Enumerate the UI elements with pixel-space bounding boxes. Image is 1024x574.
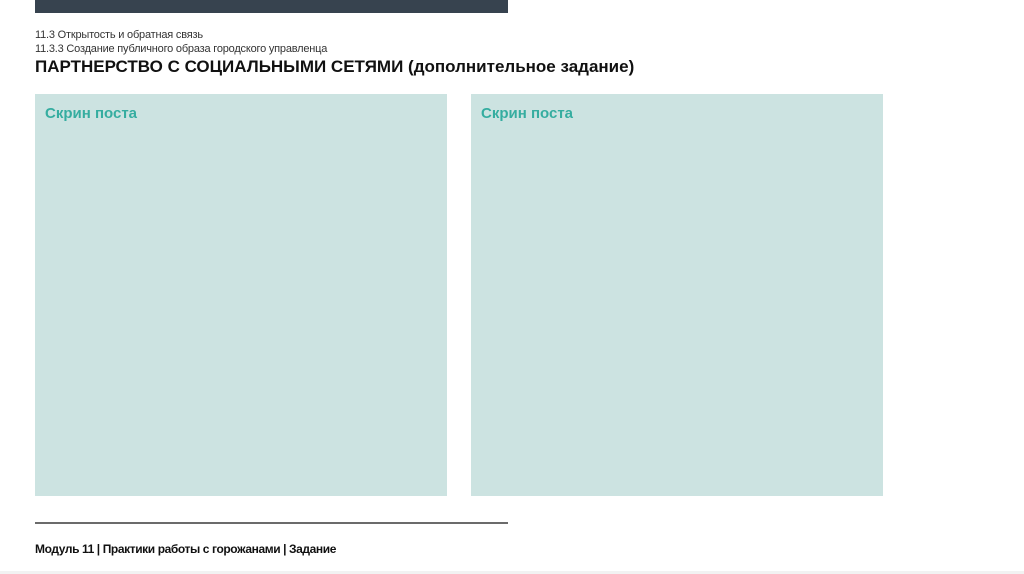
- post-screenshot-placeholder-2: Скрин поста: [471, 94, 883, 496]
- placeholder-label: Скрин поста: [481, 105, 574, 122]
- section-label: 11.3 Открытость и обратная связь: [35, 29, 203, 41]
- page-title: ПАРТНЕРСТВО С СОЦИАЛЬНЫМИ СЕТЯМИ (дополн…: [35, 57, 635, 76]
- footer-text: Модуль 11 | Практики работы с горожанами…: [35, 542, 336, 556]
- top-bar: [35, 0, 508, 13]
- post-screenshot-placeholder-1: Скрин поста: [35, 94, 447, 496]
- subsection-label: 11.3.3 Создание публичного образа городс…: [35, 43, 328, 55]
- footer-divider: [35, 522, 508, 524]
- slide-bottom-edge: [0, 571, 1024, 574]
- placeholder-label: Скрин поста: [45, 105, 138, 122]
